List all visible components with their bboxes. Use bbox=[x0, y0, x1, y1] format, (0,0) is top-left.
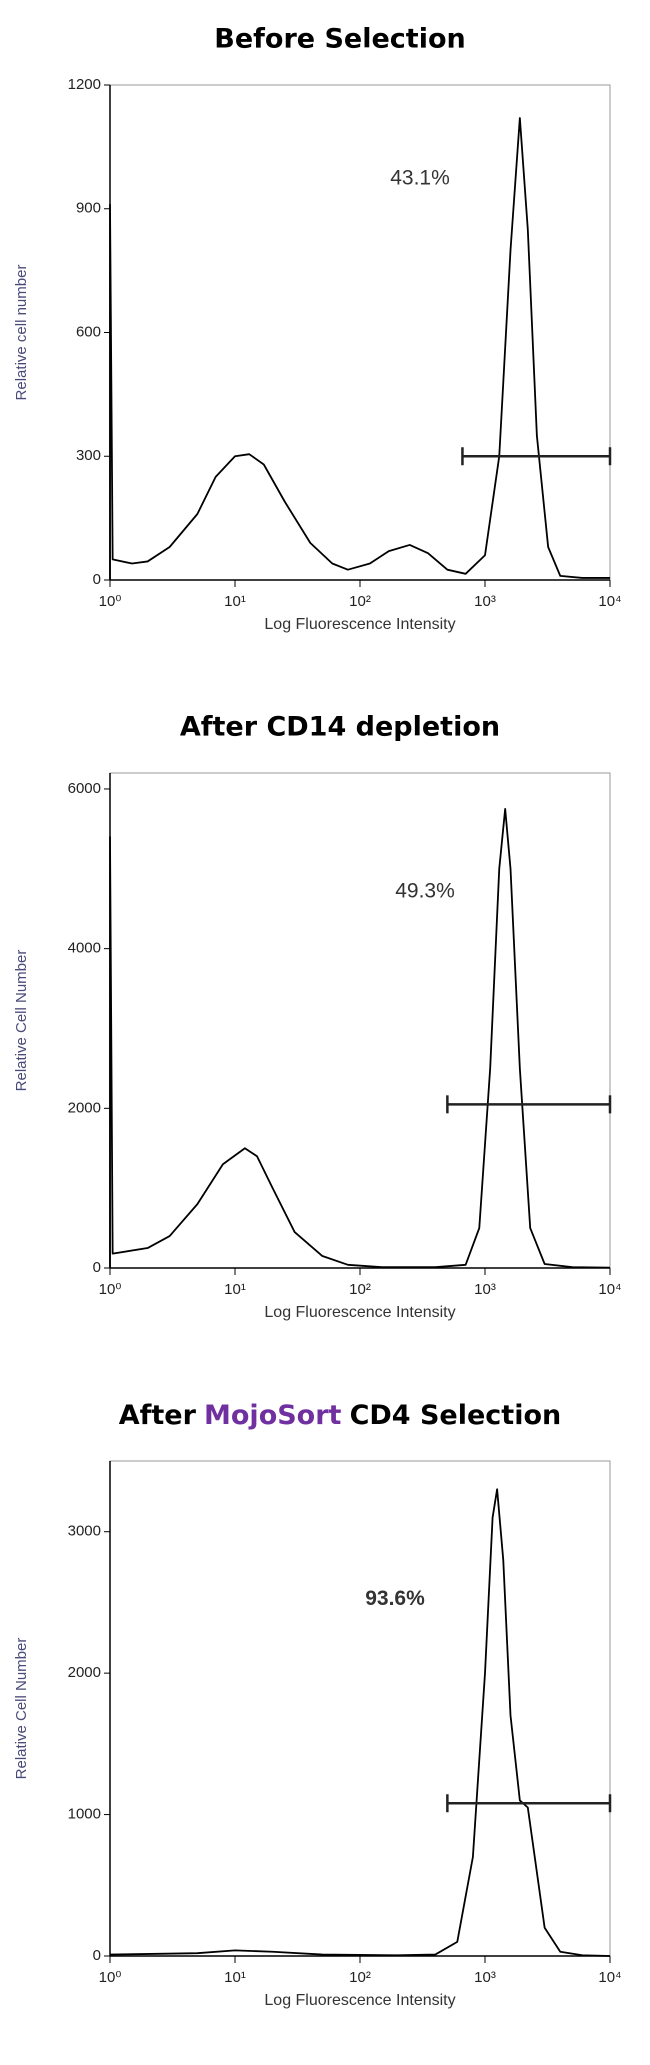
plot-frame bbox=[109, 1460, 611, 1957]
chart-title: After CD14 depletion bbox=[180, 712, 500, 743]
x-tick-label: 10⁴ bbox=[598, 593, 621, 610]
y-tick-label: 900 bbox=[76, 200, 101, 217]
x-tick-label: 10³ bbox=[474, 593, 496, 610]
histogram-line bbox=[109, 808, 611, 1269]
histogram-line bbox=[109, 117, 610, 580]
y-tick-label: 1000 bbox=[68, 1806, 101, 1823]
x-axis-label: Log Fluorescence Intensity bbox=[264, 1992, 455, 2009]
x-axis-label: Log Fluorescence Intensity bbox=[264, 1304, 455, 1321]
x-axis-label: Log Fluorescence Intensity bbox=[264, 616, 455, 633]
x-tick-label: 10⁴ bbox=[598, 1969, 621, 1986]
gate-percentage: 49.3% bbox=[395, 879, 455, 902]
y-tick-label: 0 bbox=[93, 1947, 101, 1964]
chart-panel: After MojoSort CD4 Selection 0 1000 2000 3000 1… bbox=[13, 1400, 622, 2010]
x-tick-label: 10⁰ bbox=[99, 593, 122, 610]
gate-percentage: 43.1% bbox=[390, 167, 450, 190]
x-tick-label: 10⁴ bbox=[598, 1281, 621, 1298]
plot-frame bbox=[109, 772, 611, 1269]
chart-title: After MojoSort CD4 Selection bbox=[119, 1400, 562, 1431]
histogram-line bbox=[109, 1488, 611, 1957]
chart-title: Before Selection bbox=[214, 24, 465, 55]
y-tick-label: 4000 bbox=[68, 940, 101, 957]
y-axis-label: Relative Cell Number bbox=[13, 1638, 30, 1780]
y-tick-label: 2000 bbox=[68, 1664, 101, 1681]
x-tick-label: 10⁰ bbox=[99, 1969, 122, 1986]
x-tick-label: 10¹ bbox=[224, 1969, 246, 1986]
x-tick-label: 10⁰ bbox=[99, 1281, 122, 1298]
title-part: CD4 Selection bbox=[350, 1400, 562, 1431]
chart-panel: After CD14 depletion 0 2000 4000 6000 10⁰ 10¹ 1… bbox=[13, 712, 622, 1322]
y-axis-label: Relative Cell Number bbox=[13, 950, 30, 1092]
x-tick-label: 10¹ bbox=[224, 593, 246, 610]
title-part: MojoSort bbox=[204, 1400, 342, 1431]
y-tick-label: 300 bbox=[76, 447, 101, 464]
x-tick-label: 10² bbox=[349, 593, 371, 610]
y-tick-label: 3000 bbox=[68, 1523, 101, 1540]
y-tick-label: 600 bbox=[76, 323, 101, 340]
x-tick-label: 10³ bbox=[474, 1281, 496, 1298]
y-tick-label: 6000 bbox=[68, 780, 101, 797]
y-axis-label: Relative cell number bbox=[13, 265, 30, 401]
x-tick-label: 10¹ bbox=[224, 1281, 246, 1298]
x-tick-label: 10² bbox=[349, 1281, 371, 1298]
y-tick-label: 0 bbox=[93, 571, 101, 588]
x-tick-label: 10³ bbox=[474, 1969, 496, 1986]
y-tick-label: 2000 bbox=[68, 1099, 101, 1116]
x-tick-label: 10² bbox=[349, 1969, 371, 1986]
title-part: After bbox=[119, 1400, 197, 1431]
gate-percentage: 93.6% bbox=[365, 1587, 425, 1610]
chart-panel: Before Selection 0 300 600 900 1200 10⁰ 10¹ 10² 1… bbox=[13, 24, 622, 634]
y-tick-label: 0 bbox=[93, 1259, 101, 1276]
y-tick-label: 1200 bbox=[68, 76, 101, 93]
plot-frame bbox=[109, 84, 611, 581]
